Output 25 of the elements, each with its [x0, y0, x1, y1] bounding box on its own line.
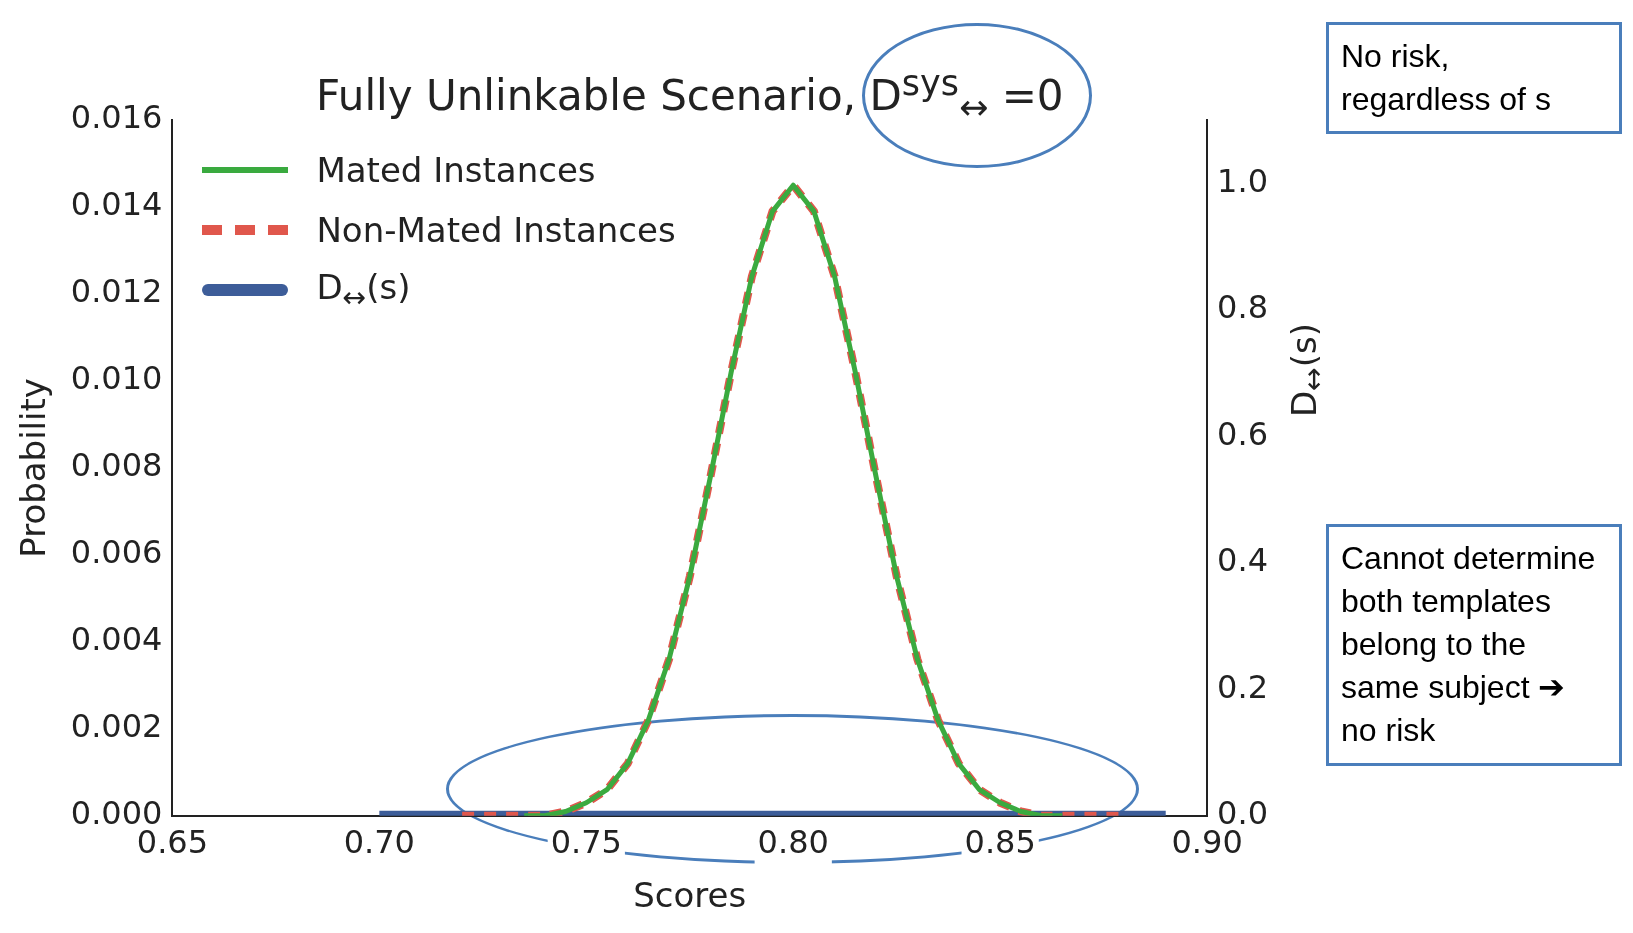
- text: No risk, regardless of s: [1326, 22, 1622, 135]
- chart-title: Fully Unlinkable Scenario, D$^{sys}$$_{↔}$ =0: [315, 63, 1064, 128]
- text: Cannot determine both templates belong to the same subject ➔ no risk: [1326, 523, 1622, 766]
- y-tick-label: 0.004: [70, 620, 163, 659]
- y-tick-label: 0.006: [70, 533, 163, 572]
- x-tick-label: 0.75: [550, 823, 622, 862]
- y2-tick-label: 1.0: [1217, 161, 1268, 200]
- x-tick-label: 0.80: [757, 823, 829, 862]
- legend-label: D$_{↔}$(s): [316, 266, 411, 314]
- y-tick-label: 0.008: [70, 446, 163, 485]
- y-tick-label: 0.014: [70, 185, 163, 224]
- y2-tick-label: 0.8: [1217, 288, 1268, 327]
- x-tick-label: 0.85: [964, 823, 1036, 862]
- x-axis-title: Scores: [633, 875, 747, 916]
- x-tick-label: 0.70: [343, 823, 415, 862]
- legend-label: Mated Instances: [316, 150, 596, 190]
- y2-tick-label: 0.6: [1217, 414, 1268, 453]
- y-tick-label: 0.002: [70, 707, 163, 746]
- y-axis-title: Probability: [13, 378, 54, 558]
- y2-tick-label: 0.4: [1217, 541, 1268, 580]
- y-tick-label: 0.010: [70, 359, 163, 398]
- y2-tick-label: 0.2: [1217, 667, 1268, 706]
- y-tick-label: 0.016: [70, 98, 163, 137]
- y-tick-label: 0.012: [70, 272, 163, 311]
- legend-label: Non-Mated Instances: [316, 210, 676, 250]
